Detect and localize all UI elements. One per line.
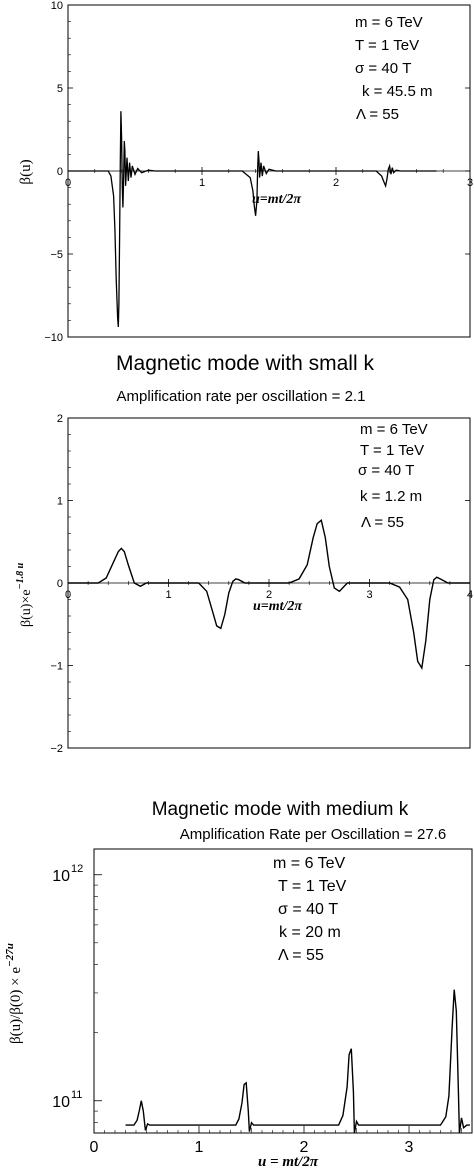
panel-3-x-label: u = mt/2π: [258, 1154, 319, 1170]
panel-2-x-label: u=mt/2π: [253, 599, 302, 614]
panel-3-subtitle: Amplification Rate per Oscillation = 27.…: [180, 826, 446, 843]
panel-1-x-tick-label: 1: [199, 177, 205, 189]
panel-3-y-tick-exponent: 11: [71, 1089, 82, 1101]
panel-3-y-tick-label: 10: [52, 1094, 70, 1111]
panel-2-y-tick-label: −2: [50, 743, 63, 755]
panel-2-x-tick-label: 2: [266, 589, 272, 601]
panel-1-y-tick-label: −10: [44, 332, 63, 344]
panel-2-y-label: β(u)×e−1.8 u: [15, 562, 34, 627]
panel-2-y-tick-label: 2: [57, 413, 63, 425]
panel-2-y-label-group: β(u)×e−1.8 u: [15, 562, 34, 627]
panel-3-annotations: m = 6 TeV T = 1 TeV σ = 40 T k = 20 m Λ …: [273, 855, 347, 964]
panel-2-y-tick-label: 0: [57, 578, 63, 590]
panel-2-annotations: m = 6 TeV T = 1 TeV σ = 40 T k = 1.2 m Λ…: [358, 421, 428, 531]
panel-1-annotation-t: T = 1 TeV: [355, 37, 419, 54]
panel-3-annotation-sigma: σ = 40 T: [278, 901, 338, 918]
panel-1-x-label: u=mt/2π: [252, 192, 301, 207]
panel-1-annotation-sigma: σ = 40 T: [355, 60, 411, 77]
panel-3-annotation-k: k = 20 m: [279, 924, 341, 941]
panel-1-y-tick-label: −5: [50, 249, 63, 261]
panel-3-y-label: β(u)/β(0) × e−27u: [4, 943, 24, 1044]
panel-2-annotation-t: T = 1 TeV: [360, 442, 424, 459]
panel-2-plot-frame: [67, 417, 471, 749]
panel-3-plot-frame: [93, 848, 473, 1134]
panel-3-annotation-t: T = 1 TeV: [278, 878, 347, 895]
panel-1-annotation-lambda: Λ = 55: [356, 106, 399, 123]
panel-1-y-label: β(u): [18, 159, 34, 184]
panel-1-y-tick-label: 10: [51, 0, 63, 12]
panel-2-annotation-m: m = 6 TeV: [360, 421, 428, 438]
panel-1-plot-frame: [67, 4, 471, 338]
panel-1-annotation-k: k = 45.5 m: [362, 83, 432, 100]
panel-3-annotation-m: m = 6 TeV: [273, 855, 346, 872]
panel-3-annotation-lambda: Λ = 55: [278, 947, 324, 964]
panel-2-x-tick-label: 1: [165, 589, 171, 601]
panel-2: Magnetic mode with small k Amplification…: [15, 352, 473, 755]
panel-3-y-tick-exponent: 12: [71, 863, 83, 875]
panel-1-annotation-m: m = 6 TeV: [355, 14, 423, 31]
panel-1-series-line: [68, 111, 437, 328]
panel-1-annotations: m = 6 TeV T = 1 TeV σ = 40 T k = 45.5 m …: [355, 14, 432, 123]
panel-2-annotation-k: k = 1.2 m: [360, 488, 422, 505]
panel-3-y-tick-label: 10: [52, 868, 70, 885]
panel-3-x-tick-label: 3: [405, 1139, 414, 1156]
panel-1-y-tick-label: 5: [57, 83, 63, 95]
panel-3-title: Magnetic mode with medium k: [152, 799, 409, 820]
panel-1-x-tick-label: 2: [333, 177, 339, 189]
panel-2-title: Magnetic mode with small k: [116, 352, 374, 375]
panel-3-x-tick-label: 2: [300, 1139, 309, 1156]
panel-2-annotation-sigma: σ = 40 T: [358, 462, 414, 479]
panel-1-y-tick-label: 0: [57, 166, 63, 178]
panel-2-y-tick-label: 1: [57, 496, 63, 508]
panel-2-subtitle: Amplification rate per oscillation = 2.1: [117, 388, 366, 405]
panel-2-series-line: [68, 519, 470, 670]
panel-3-x-tick-label: 1: [195, 1139, 204, 1156]
panel-3-y-label-group: β(u)/β(0) × e−27u: [4, 943, 24, 1044]
panel-3-x-tick-label: 0: [90, 1139, 99, 1156]
panel-2-x-tick-label: 3: [366, 589, 372, 601]
panel-3: Magnetic mode with medium k Amplificatio…: [4, 799, 473, 1170]
panel-3-series-line: [125, 989, 470, 1134]
panel-2-annotation-lambda: Λ = 55: [361, 514, 404, 531]
panel-2-y-tick-label: −1: [50, 661, 63, 673]
